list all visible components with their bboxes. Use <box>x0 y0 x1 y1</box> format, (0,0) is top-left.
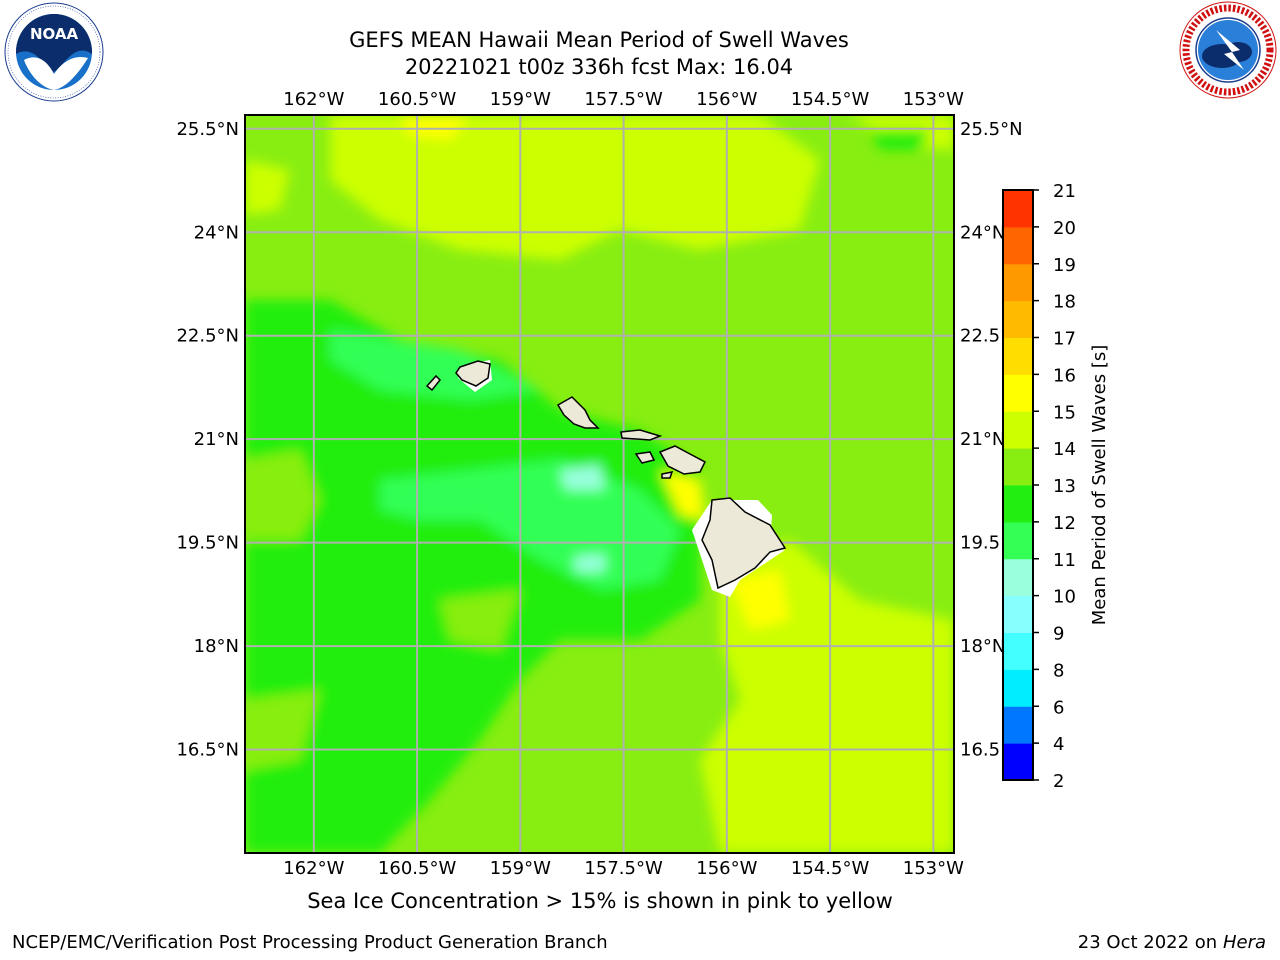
colorbar-segment <box>1003 632 1033 670</box>
lon-tick-label-bottom: 159°W <box>490 858 551 879</box>
colorbar-segment <box>1003 669 1033 707</box>
colorbar-tick-label: 2 <box>1053 771 1064 792</box>
colorbar-tick-label: 20 <box>1053 218 1076 239</box>
lat-tick-label-left: 24°N <box>194 222 239 243</box>
footer-date-text: 23 Oct 2022 on <box>1077 932 1218 953</box>
axis-tick-labels: 162°W 162°W 160.5°W 160.5°W 159°W 159°W 157.5°… <box>176 89 1022 879</box>
colorbar-segment <box>1003 558 1033 597</box>
colorbar-tick-label: 14 <box>1053 439 1076 460</box>
colorbar-tick-label: 16 <box>1053 365 1076 386</box>
nws-logo <box>1179 1 1277 99</box>
map-frame <box>244 114 955 854</box>
lon-tick-label-bottom: 154.5°W <box>791 858 870 879</box>
contour-13-14-nw <box>245 160 290 215</box>
island-lanai <box>634 451 656 464</box>
island-maui <box>658 445 706 475</box>
graticule <box>245 115 954 853</box>
colorbar-tick-label: 12 <box>1053 513 1076 534</box>
noaa-logo: NOAA <box>4 2 104 102</box>
colorbar-tick-label: 6 <box>1053 697 1064 718</box>
colorbar-segment <box>1003 448 1033 486</box>
island-kahoolawe <box>661 471 674 479</box>
colorbar-tick-label: 9 <box>1053 624 1064 645</box>
lon-tick-label-top: 154.5°W <box>791 89 870 110</box>
footer-credits: NCEP/EMC/Verification Post Processing Pr… <box>12 932 608 953</box>
colorbar-segment <box>1003 263 1033 302</box>
contour-14-15-southeast <box>730 570 790 630</box>
lat-tick-label-left: 21°N <box>194 429 239 450</box>
contour-11-12-ne <box>870 130 930 150</box>
lon-tick-label-top: 156°W <box>696 89 757 110</box>
island-kauai <box>455 360 491 387</box>
island-hawaii <box>701 497 787 590</box>
noaa-logo-text: NOAA <box>30 25 79 43</box>
lon-tick-label-top: 160.5°W <box>378 89 457 110</box>
colorbar-segment <box>1003 226 1033 265</box>
lon-tick-label-bottom: 153°W <box>903 858 964 879</box>
islands <box>425 360 787 597</box>
lat-tick-label-left: 25.5°N <box>176 119 239 140</box>
colorbar-segment <box>1003 411 1033 449</box>
lon-tick-label-bottom: 156°W <box>696 858 757 879</box>
contour-9-10-a <box>560 465 605 490</box>
lon-tick-label-top: 153°W <box>903 89 964 110</box>
colorbar-tick-label: 13 <box>1053 476 1076 497</box>
contour-13-14-north <box>330 115 820 260</box>
lon-tick-label-bottom: 157.5°W <box>584 858 663 879</box>
colorbar-tick-label: 19 <box>1053 255 1076 276</box>
colorbar-segment <box>1003 190 1033 228</box>
colorbar-segment <box>1003 706 1033 744</box>
colorbar-segment <box>1003 485 1033 523</box>
lat-tick-label-right: 21°N <box>960 429 1005 450</box>
lon-tick-label-top: 157.5°W <box>584 89 663 110</box>
lat-tick-label-left: 16.5°N <box>176 740 239 761</box>
colorbar-segment <box>1003 521 1033 560</box>
colorbar-tick-label: 21 <box>1053 181 1076 202</box>
colorbar-tick-label: 17 <box>1053 329 1076 350</box>
colorbar-tick-label: 15 <box>1053 402 1076 423</box>
colorbar-tick-label: 18 <box>1053 292 1076 313</box>
caption-text: Sea Ice Concentration > 15% is shown in … <box>307 889 893 913</box>
colorbar-tick-label: 4 <box>1053 734 1064 755</box>
colorbar-segment <box>1003 337 1033 375</box>
footer-host: Hera <box>1222 932 1266 953</box>
contour-12-13-west <box>245 450 320 540</box>
footer-date: 23 Oct 2022 on Hera <box>1078 932 1266 953</box>
lon-tick-label-bottom: 162°W <box>283 858 344 879</box>
lon-tick-label-top: 162°W <box>283 89 344 110</box>
colorbar-tick-label: 11 <box>1053 550 1076 571</box>
lat-tick-label-right: 24°N <box>960 222 1005 243</box>
chart-subtitle: 20221021 t00z 336h fcst Max: 16.04 <box>404 55 794 79</box>
lat-tick-label-right: 18°N <box>960 636 1005 657</box>
colorbar: 2 4 6 8 9 10 11 12 13 14 15 16 17 18 19 20 21 <box>1002 181 1076 792</box>
lon-tick-label-top: 159°W <box>490 89 551 110</box>
island-molokai <box>620 429 663 441</box>
lon-tick-label-bottom: 160.5°W <box>378 858 457 879</box>
lat-tick-label-left: 18°N <box>194 636 239 657</box>
colorbar-tick-label: 8 <box>1053 660 1064 681</box>
colorbar-segment <box>1003 300 1033 338</box>
lat-tick-label-left: 19.5°N <box>176 533 239 554</box>
swell-period-field <box>245 115 954 853</box>
contour-14-15-maui <box>660 470 705 520</box>
island-niihau <box>425 374 442 392</box>
lat-tick-label-left: 22.5°N <box>176 326 239 347</box>
colorbar-segment <box>1003 374 1033 412</box>
colorbar-label: Mean Period of Swell Waves [s] <box>1089 345 1110 626</box>
chart-title: GEFS MEAN Hawaii Mean Period of Swell Wa… <box>349 28 849 52</box>
colorbar-segment <box>1003 743 1033 781</box>
contour-9-10-b <box>575 554 605 572</box>
caption: Sea Ice Concentration > 15% is shown in … <box>0 889 1280 913</box>
colorbar-tick-label: 10 <box>1053 587 1076 608</box>
island-oahu <box>556 396 600 429</box>
lat-tick-label-right: 25.5°N <box>960 119 1023 140</box>
contour-12-13-south-central <box>440 590 520 650</box>
contour-13-14-south <box>800 640 880 740</box>
colorbar-segment <box>1003 595 1033 633</box>
